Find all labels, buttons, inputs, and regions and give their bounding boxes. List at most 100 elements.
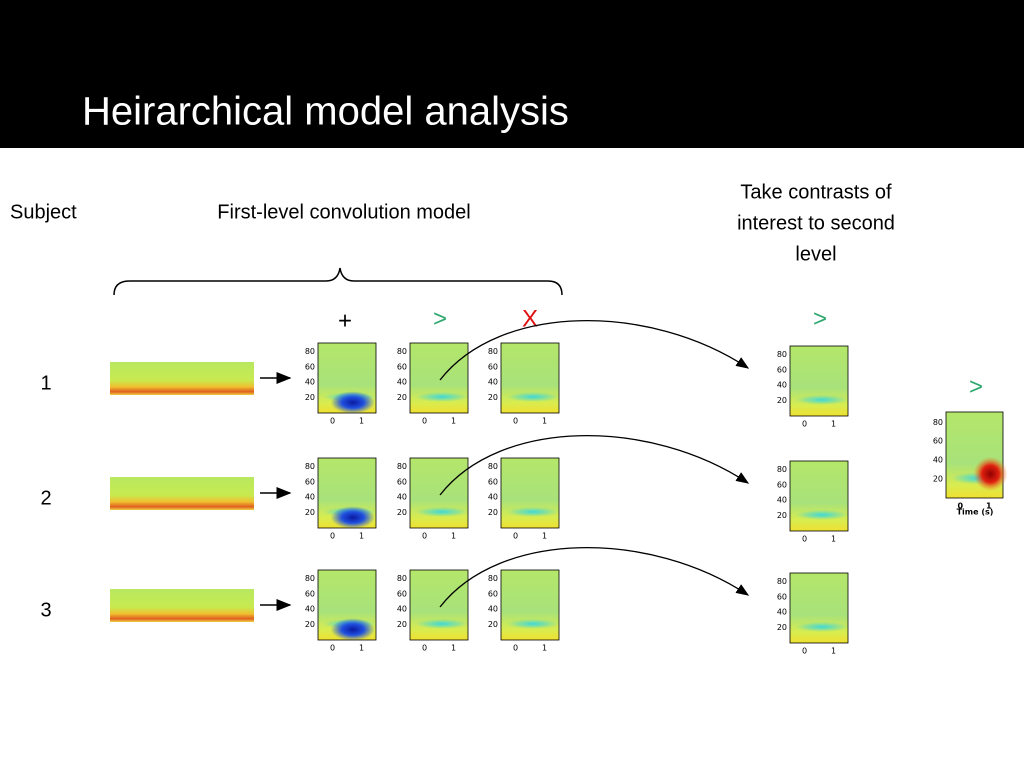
y-tick-label: 40 xyxy=(305,605,315,614)
heatmap-band xyxy=(795,395,849,405)
x-tick-label: 0 xyxy=(513,532,518,541)
y-tick-label: 20 xyxy=(397,508,407,517)
y-tick-label: 20 xyxy=(488,508,498,517)
x-tick-label: 0 xyxy=(330,644,335,653)
contrast-label: level xyxy=(795,243,836,265)
spectrogram xyxy=(110,477,254,510)
heatmap-band xyxy=(506,392,559,402)
y-tick-label: 60 xyxy=(488,477,498,486)
heatmap xyxy=(409,457,469,529)
y-tick-label: 40 xyxy=(933,456,943,465)
y-tick-label: 60 xyxy=(933,437,943,446)
x-tick-label: 1 xyxy=(831,647,836,656)
subject-number: 1 xyxy=(40,372,51,394)
y-tick-label: 60 xyxy=(488,362,498,371)
y-tick-label: 80 xyxy=(305,574,315,583)
y-tick-label: 20 xyxy=(397,620,407,629)
heatmap xyxy=(409,342,469,414)
heatmap-band xyxy=(506,507,559,517)
y-tick-label: 80 xyxy=(488,574,498,583)
contrast-label: interest to second xyxy=(737,212,895,234)
y-tick-label: 80 xyxy=(397,574,407,583)
x-tick-label: 1 xyxy=(359,644,364,653)
subject-number: 3 xyxy=(40,599,51,621)
y-tick-label: 20 xyxy=(305,508,315,517)
second-level-symbol: > xyxy=(813,305,827,332)
y-tick-label: 80 xyxy=(305,347,315,356)
y-tick-label: 40 xyxy=(305,378,315,387)
y-tick-label: 60 xyxy=(777,365,787,374)
y-tick-label: 20 xyxy=(777,396,787,405)
x-tick-label: 0 xyxy=(802,535,807,544)
curved-arrow xyxy=(439,547,750,608)
curved-arrow xyxy=(439,435,750,496)
y-tick-label: 40 xyxy=(397,605,407,614)
x-tick-label: 1 xyxy=(451,644,456,653)
heatmap xyxy=(789,345,849,417)
x-tick-label: 0 xyxy=(513,644,518,653)
y-tick-label: 40 xyxy=(397,493,407,502)
curved-arrow xyxy=(439,320,750,381)
x-tick-label: 1 xyxy=(451,417,456,426)
heatmap-band xyxy=(415,619,468,629)
heatmap-blob xyxy=(330,391,375,414)
y-tick-label: 80 xyxy=(777,577,787,586)
x-tick-label: 1 xyxy=(542,417,547,426)
y-tick-label: 20 xyxy=(305,393,315,402)
y-tick-label: 80 xyxy=(488,347,498,356)
x-tick-label: 1 xyxy=(986,502,992,511)
y-tick-label: 80 xyxy=(777,465,787,474)
y-tick-label: 20 xyxy=(777,623,787,632)
x-tick-label: 0 xyxy=(422,532,427,541)
y-tick-label: 80 xyxy=(305,462,315,471)
heatmap xyxy=(789,572,849,644)
spectrogram xyxy=(110,589,254,622)
y-tick-label: 80 xyxy=(933,418,943,427)
y-tick-label: 80 xyxy=(397,347,407,356)
y-tick-label: 40 xyxy=(488,378,498,387)
heatmap xyxy=(500,569,560,641)
subject-number: 2 xyxy=(40,487,51,509)
heatmap-band xyxy=(795,622,849,632)
contrast-label: Take contrasts of xyxy=(740,181,892,203)
slide-title: Heirarchical model analysis xyxy=(82,90,569,134)
spectrogram xyxy=(110,362,254,395)
y-tick-label: 20 xyxy=(933,475,943,484)
y-tick-label: 40 xyxy=(488,493,498,502)
y-tick-label: 60 xyxy=(397,477,407,486)
y-tick-label: 60 xyxy=(305,362,315,371)
y-tick-label: 60 xyxy=(305,477,315,486)
y-tick-label: 40 xyxy=(777,381,787,390)
y-tick-label: 80 xyxy=(397,462,407,471)
heatmap xyxy=(409,569,469,641)
greater-symbol: > xyxy=(433,305,447,332)
y-tick-label: 40 xyxy=(488,605,498,614)
y-tick-label: 60 xyxy=(488,589,498,598)
group-symbol: > xyxy=(969,373,983,400)
heatmap xyxy=(500,342,560,414)
x-tick-label: 0 xyxy=(330,417,335,426)
y-tick-label: 60 xyxy=(305,589,315,598)
y-tick-label: 60 xyxy=(397,589,407,598)
heatmap xyxy=(789,460,849,532)
heatmap-blob xyxy=(330,506,375,529)
x-tick-label: 1 xyxy=(831,535,836,544)
x-tick-label: 1 xyxy=(831,420,836,429)
heatmap-blob xyxy=(973,456,1008,492)
x-tick-label: 0 xyxy=(802,420,807,429)
y-tick-label: 40 xyxy=(777,608,787,617)
x-tick-label: 1 xyxy=(542,644,547,653)
heatmap-band xyxy=(506,619,559,629)
y-tick-label: 20 xyxy=(488,393,498,402)
x-tick-label: 1 xyxy=(359,417,364,426)
brace xyxy=(113,267,563,296)
x-tick-label: 0 xyxy=(802,647,807,656)
subject-label: Subject xyxy=(10,201,77,223)
y-tick-label: 60 xyxy=(777,592,787,601)
x-tick-label: 0 xyxy=(422,417,427,426)
x-tick-label: 0 xyxy=(330,532,335,541)
y-tick-label: 40 xyxy=(305,493,315,502)
